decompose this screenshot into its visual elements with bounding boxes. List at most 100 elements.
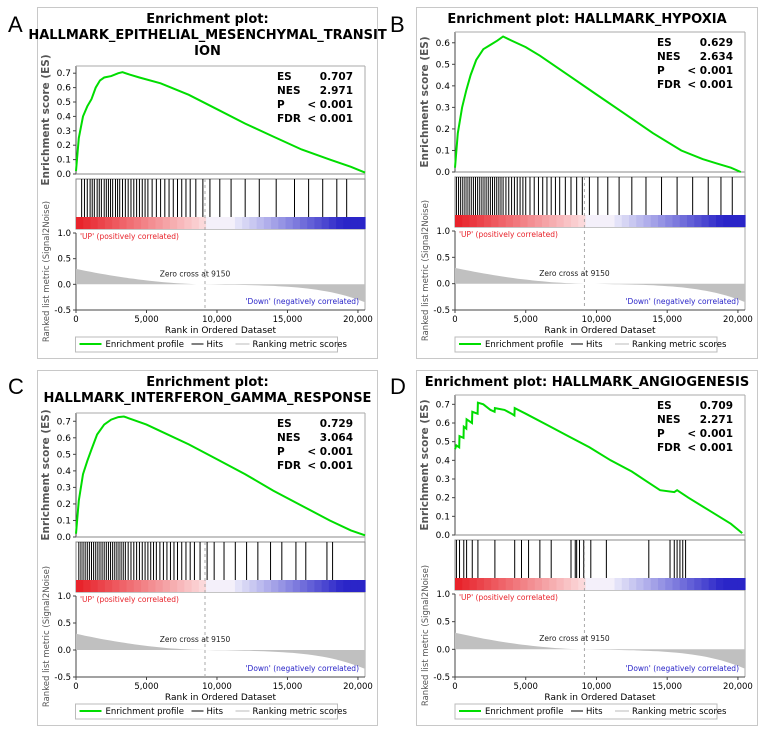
stat-value: 2.634 <box>700 51 733 63</box>
stat-value: 2.971 <box>320 85 353 97</box>
legend-box <box>454 336 718 353</box>
chart-title: Enrichment plot: HALLMARK_ANGIOGENESIS <box>425 375 749 390</box>
stat-label: P <box>277 99 285 111</box>
x-tick-label: 0 <box>73 315 78 325</box>
down-label: 'Down' (negatively correlated) <box>245 664 359 673</box>
ranking-color-segment <box>104 217 113 229</box>
ranking-color-segment <box>578 578 587 590</box>
x-axis-label: Rank in Ordered Dataset <box>544 693 656 703</box>
ranking-color-segment <box>242 217 250 229</box>
ranking-color-segment <box>314 580 323 592</box>
ranking-color-segment <box>177 217 185 229</box>
x-axis-label: Rank in Ordered Dataset <box>165 693 277 703</box>
ranking-color-segment <box>278 580 287 592</box>
x-tick-label: 10,000 <box>582 682 612 692</box>
es-y-tick-label: 0.3 <box>436 103 450 113</box>
ranking-color-segment <box>357 580 366 592</box>
panel-a: A Enrichment plot: HALLMARK_EPITHELIAL_ME… <box>0 0 387 366</box>
ranking-color-segment <box>658 215 666 227</box>
ranking-color-segment <box>328 217 337 229</box>
ranking-color-segment <box>549 215 558 227</box>
legend-ranking-label: Ranking metric scores <box>253 707 348 717</box>
rank-y-tick-label: -0.5 <box>54 306 71 316</box>
ranking-color-segment <box>191 580 200 592</box>
x-tick-label: 10,000 <box>582 315 612 325</box>
ranking-color-segment <box>97 217 106 229</box>
ranking-color-segment <box>462 578 471 590</box>
enrichment-chart: Enrichment plot: HALLMARK_ANGIOGENESIS 0.… <box>419 375 753 720</box>
ranking-color-segment <box>162 580 171 592</box>
rank-y-tick-label: 0.0 <box>57 280 71 290</box>
legend-box <box>75 703 338 720</box>
enrichment-chart: Enrichment plot: HALLMARK_HYPOXIA 0.0 0.1 0… <box>419 12 753 353</box>
rank-y-tick-label: 1.0 <box>436 227 450 237</box>
stat-label: FDR <box>277 113 301 125</box>
ranking-color-segment <box>278 217 287 229</box>
ranking-color-segment <box>119 217 128 229</box>
ranking-color-segment <box>716 578 724 590</box>
up-label: 'UP' (positively correlated) <box>459 230 558 239</box>
es-y-tick-label: 0.7 <box>436 400 450 410</box>
plot-frame: Enrichment plot: HALLMARK_EPITHELIAL_MESE… <box>28 7 387 359</box>
enrichment-profile-line <box>454 35 742 173</box>
ranking-color-segment <box>578 215 587 227</box>
ranking-color-segment <box>600 215 608 227</box>
ranking-color-segment <box>350 580 359 592</box>
es-y-tick-label: 0.6 <box>436 419 451 429</box>
ranking-color-segment <box>126 580 135 592</box>
ranking-color-segment <box>133 217 142 229</box>
ranking-color-segment <box>513 578 521 590</box>
rank-y-tick-label: 0.0 <box>436 645 450 655</box>
ranking-color-segment <box>321 580 330 592</box>
ranking-color-segment <box>672 578 681 590</box>
es-y-axis-label: Enrichment score (ES) <box>419 36 431 167</box>
rank-y-tick-label: 0.5 <box>436 618 450 628</box>
ranking-color-segment <box>234 217 243 229</box>
panel-b: B Enrichment plot: HALLMARK_HYPOXIA 0.0 0.… <box>385 0 771 366</box>
ranking-color-segment <box>350 217 359 229</box>
es-y-tick-label: 0.4 <box>436 82 451 92</box>
ranking-color-segment <box>169 580 178 592</box>
es-y-tick-label: 0.5 <box>57 450 71 460</box>
rank-y-tick-label: -0.5 <box>433 306 450 316</box>
ranking-color-segment <box>542 215 550 227</box>
ranking-color-segment <box>148 217 157 229</box>
ranking-color-segment <box>299 580 308 592</box>
x-tick-label: 15,000 <box>652 315 682 325</box>
ranking-color-segment <box>498 578 507 590</box>
ranking-color-segment <box>184 217 193 229</box>
panel-letter: A <box>8 12 23 37</box>
ranking-color-segment <box>336 217 344 229</box>
ranking-color-segment <box>571 578 579 590</box>
es-y-tick-label: 0.4 <box>57 112 72 122</box>
ranking-color-segment <box>585 215 594 227</box>
ranking-color-segment <box>672 215 681 227</box>
ranking-color-segment <box>563 215 572 227</box>
ranking-color-segment <box>285 217 294 229</box>
stat-value: < 0.001 <box>687 442 733 454</box>
ranking-color-segment <box>505 215 514 227</box>
ranking-color-segment <box>162 217 171 229</box>
ranking-color-segment <box>213 580 222 592</box>
ranking-color-segment <box>549 578 558 590</box>
ranking-color-segment <box>90 580 99 592</box>
stat-label: ES <box>277 71 292 83</box>
legend-profile-label: Enrichment profile <box>106 707 184 717</box>
ranking-metric-area <box>455 632 745 669</box>
stat-value: 0.707 <box>320 71 353 83</box>
rank-y-tick-label: 1.0 <box>57 229 71 239</box>
ranking-color-segment <box>104 580 113 592</box>
ranking-color-segment <box>148 580 157 592</box>
rank-y-tick-label: 0.0 <box>436 280 450 290</box>
legend-profile-label: Enrichment profile <box>485 340 563 350</box>
rank-y-axis-label: Ranked list metric (Signal2Noise) <box>421 200 431 341</box>
panel-letter: B <box>390 12 405 37</box>
rank-y-tick-label: 0.5 <box>57 255 71 265</box>
x-tick-label: 0 <box>452 315 457 325</box>
legend-box <box>454 703 718 720</box>
stat-label: FDR <box>657 442 681 454</box>
es-y-tick-label: 0.3 <box>436 475 450 485</box>
zero-cross-label: Zero cross at 9150 <box>160 270 231 279</box>
ranking-color-segment <box>263 580 272 592</box>
ranking-color-segment <box>191 217 200 229</box>
